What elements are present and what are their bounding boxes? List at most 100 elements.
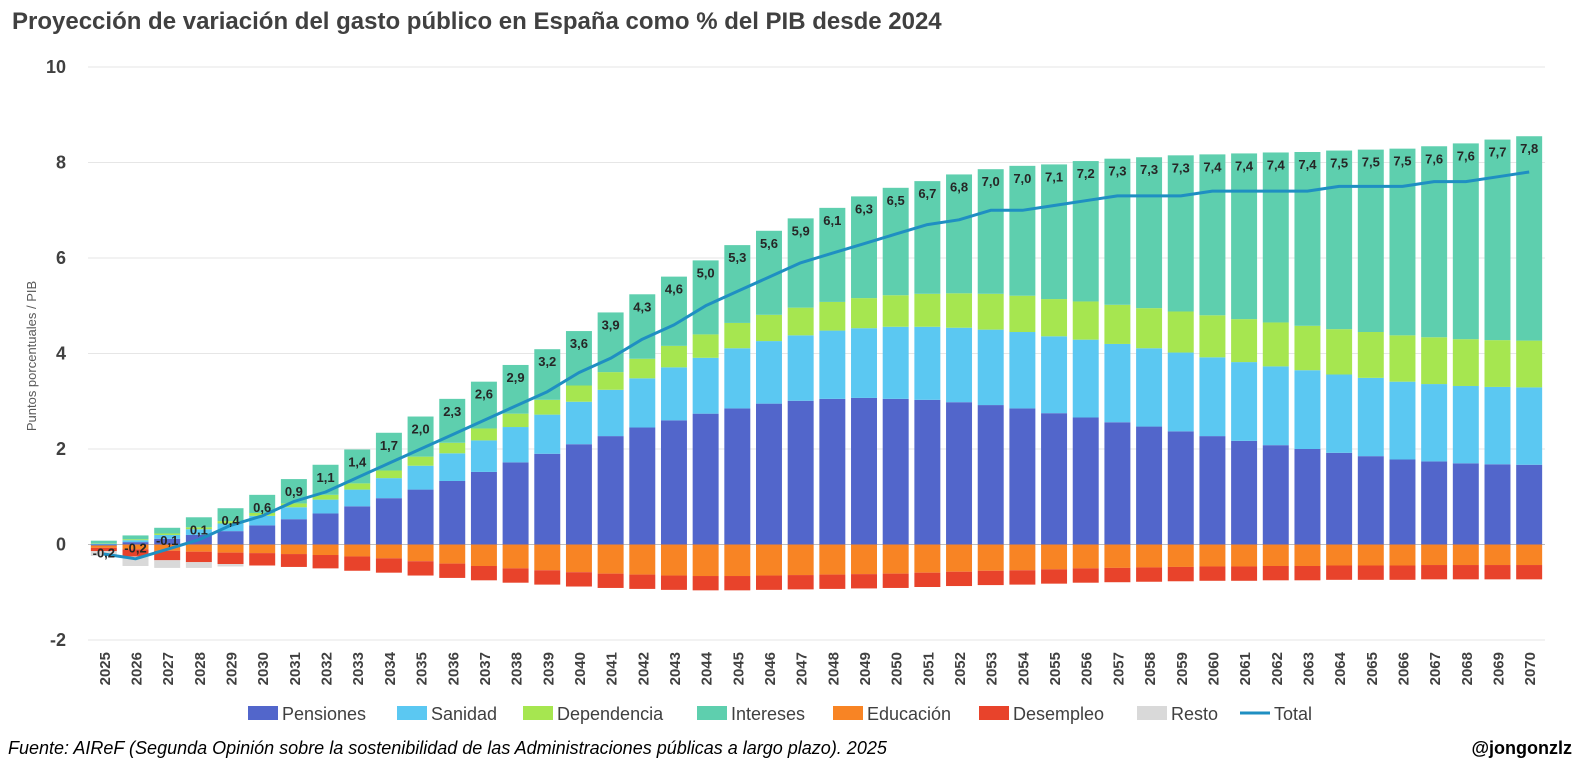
- total-line: [103, 170, 1530, 561]
- x-tick-label: 2056: [1079, 652, 1096, 685]
- bar-segment-dependencia: [407, 456, 434, 466]
- bar-segment-sanidad: [1072, 339, 1099, 418]
- x-tick-label: 2063: [1300, 652, 1317, 685]
- bar-segment-desempleo: [280, 554, 307, 567]
- bar-segment-educación: [470, 544, 497, 566]
- bar-segment-intereses: [312, 464, 339, 495]
- total-data-label: 2,6: [475, 387, 493, 402]
- y-axis-label: Puntos porcentuales / PIB: [24, 281, 39, 431]
- bar-segment-dependencia: [534, 399, 561, 415]
- bar-segment-sanidad: [1421, 384, 1448, 462]
- bar-segment-sanidad: [249, 515, 276, 526]
- bar-segment-dependencia: [280, 503, 307, 508]
- bar-segment-educación: [1484, 544, 1511, 566]
- bar-segment-sanidad: [534, 414, 561, 454]
- bar-segment-sanidad: [1009, 332, 1036, 409]
- bar-segment-pensiones: [122, 542, 149, 545]
- y-axis-ticks: -2 0 2 4 6 8 10: [46, 57, 66, 650]
- bar-segment-sanidad: [344, 489, 371, 507]
- bar-segment-sanidad: [1136, 348, 1163, 427]
- bar-segment-desempleo: [1516, 565, 1543, 580]
- bar-segment-educación: [154, 544, 181, 551]
- y-tick-label: 2: [56, 439, 66, 459]
- legend-swatch: [397, 706, 427, 720]
- bar-segment-educación: [787, 544, 814, 576]
- legend-label: Dependencia: [557, 704, 664, 724]
- bar-segment-educación: [724, 544, 751, 577]
- total-data-label: 6,1: [823, 213, 841, 228]
- bar-segment-desempleo: [1072, 568, 1099, 583]
- y-tick-label: 0: [56, 535, 66, 555]
- total-data-label: -0,2: [93, 546, 115, 561]
- x-tick-label: 2041: [604, 652, 621, 685]
- bar-segment-sanidad: [1452, 385, 1479, 464]
- total-data-label: 3,6: [570, 336, 588, 351]
- bar-segment-dependencia: [1357, 332, 1384, 378]
- bar-segment-educación: [90, 545, 117, 548]
- bar-segment-educación: [1136, 544, 1163, 568]
- bar-segment-educación: [375, 544, 402, 559]
- bar-segment-intereses: [1326, 150, 1353, 330]
- bar-segment-sanidad: [154, 534, 181, 539]
- total-data-label: 2,0: [412, 422, 430, 437]
- x-tick-label: 2028: [192, 652, 209, 685]
- bar-segment-sanidad: [375, 478, 402, 499]
- bar-segment-desempleo: [344, 556, 371, 571]
- bar-segment-pensiones: [977, 405, 1004, 545]
- bar-segment-intereses: [1294, 151, 1321, 326]
- bar-segment-pensiones: [1072, 417, 1099, 545]
- x-tick-label: 2058: [1142, 652, 1159, 685]
- bar-segment-dependencia: [1104, 304, 1131, 344]
- total-data-label: 5,9: [792, 223, 810, 238]
- legend-swatch: [523, 706, 553, 720]
- legend: Pensiones Sanidad Dependencia Intereses Educ…: [248, 704, 1312, 724]
- total-data-label: 4,3: [633, 299, 651, 314]
- bar-segment-sanidad: [1484, 386, 1511, 465]
- chart-title: Proyección de variación del gasto públic…: [12, 8, 942, 35]
- total-data-label: 6,5: [887, 193, 905, 208]
- bar-segment-pensiones: [1452, 463, 1479, 545]
- bar-segment-desempleo: [565, 572, 592, 587]
- bar-segment-educación: [1357, 544, 1384, 566]
- bar-segment-educación: [882, 544, 909, 574]
- bar-segment-pensiones: [280, 519, 307, 545]
- x-tick-label: 2048: [825, 652, 842, 685]
- bar-segment-educación: [660, 544, 687, 576]
- total-data-label: 0,6: [253, 500, 271, 515]
- bar-segment-educación: [756, 544, 782, 576]
- bar-segment-intereses: [692, 260, 719, 335]
- bar-segment-intereses: [1262, 152, 1289, 323]
- total-data-label: 5,3: [728, 250, 746, 265]
- x-tick-label: 2035: [414, 652, 431, 685]
- x-tick-label: 2034: [382, 651, 399, 685]
- x-tick-label: 2040: [572, 652, 589, 685]
- bar-segment-intereses: [1199, 154, 1226, 316]
- x-tick-label: 2050: [889, 652, 906, 685]
- bar-segment-dependencia: [914, 293, 941, 327]
- bar-segment-pensiones: [1357, 456, 1384, 545]
- bar-segment-sanidad: [692, 357, 719, 414]
- bar-segment-educación: [946, 544, 973, 572]
- legend-swatch: [697, 706, 727, 720]
- bar-segment-educación: [344, 544, 371, 557]
- bar-segment-dependencia: [439, 442, 466, 454]
- legend-swatch: [979, 706, 1009, 720]
- bar-segment-dependencia: [660, 345, 687, 368]
- bar-segment-intereses: [1072, 161, 1099, 302]
- bar-segment-sanidad: [407, 465, 434, 490]
- x-tick-label: 2042: [635, 652, 652, 685]
- bar-segment-educación: [1326, 544, 1353, 566]
- bar-segment-sanidad: [1262, 366, 1289, 446]
- bar-segment-dependencia: [565, 385, 592, 402]
- bar-segment-desempleo: [1421, 565, 1448, 580]
- x-tick-label: 2045: [730, 652, 747, 685]
- bar-segment-intereses: [217, 508, 244, 522]
- total-data-label: 7,5: [1362, 155, 1380, 170]
- bar-segment-sanidad: [629, 378, 656, 428]
- total-data-label: 7,4: [1203, 159, 1222, 174]
- bar-segment-dependencia: [1452, 339, 1479, 386]
- bar-segment-resto: [217, 564, 244, 567]
- bar-segment-pensiones: [1421, 461, 1448, 545]
- bar-segment-intereses: [882, 187, 909, 296]
